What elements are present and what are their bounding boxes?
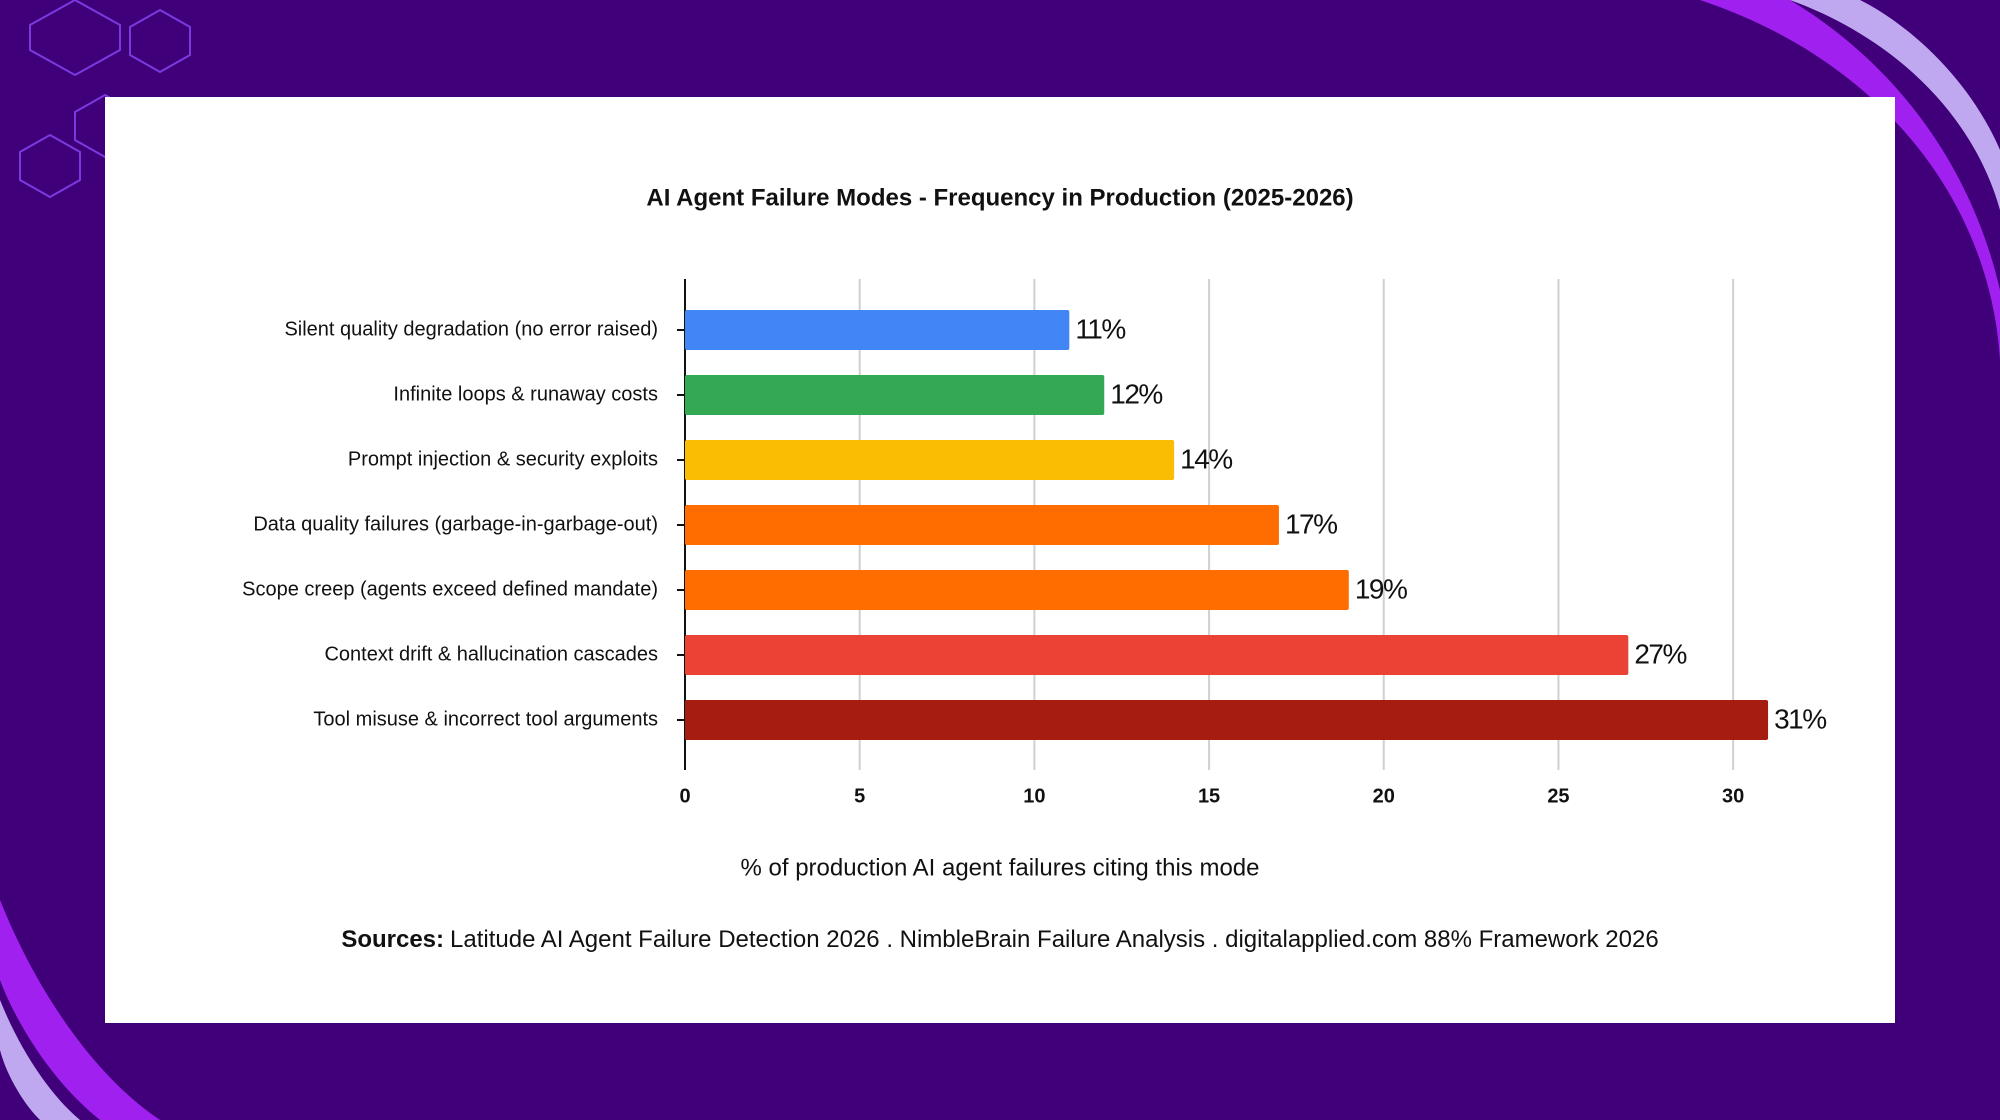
value-label: 31%: [1774, 703, 1826, 734]
card: [105, 97, 1895, 1023]
x-tick-label: 25: [1547, 785, 1569, 807]
value-label: 17%: [1285, 508, 1337, 539]
bar: [685, 310, 1070, 350]
y-tick-label: Infinite loops & runaway costs: [393, 383, 658, 405]
bar: [685, 635, 1629, 675]
bar: [685, 375, 1105, 415]
x-tick-label: 10: [1023, 785, 1045, 807]
sources-text: Latitude AI Agent Failure Detection 2026…: [450, 926, 1659, 953]
chart-title: AI Agent Failure Modes - Frequency in Pr…: [646, 184, 1353, 211]
sources-label: Sources:: [341, 926, 444, 953]
x-axis-label: % of production AI agent failures citing…: [741, 854, 1260, 881]
bar: [685, 440, 1175, 480]
y-tick-label: Scope creep (agents exceed defined manda…: [242, 578, 658, 600]
x-tick-label: 15: [1198, 785, 1220, 807]
x-tick-label: 20: [1373, 785, 1395, 807]
x-tick-label: 30: [1722, 785, 1744, 807]
value-label: 19%: [1355, 573, 1407, 604]
bar: [685, 570, 1349, 610]
value-label: 12%: [1110, 378, 1162, 409]
y-tick-label: Tool misuse & incorrect tool arguments: [313, 708, 658, 730]
value-label: 27%: [1634, 638, 1686, 669]
bar: [685, 505, 1279, 545]
bar: [685, 700, 1769, 740]
sources: Sources: Latitude AI Agent Failure Detect…: [341, 926, 1658, 953]
y-tick-label: Prompt injection & security exploits: [348, 448, 658, 470]
y-tick-label: Data quality failures (garbage-in-garbag…: [253, 513, 658, 535]
y-tick-label: Context drift & hallucination cascades: [324, 643, 658, 665]
value-label: 11%: [1075, 313, 1125, 344]
y-tick-label: Silent quality degradation (no error rai…: [284, 318, 658, 340]
x-tick-label: 5: [854, 785, 865, 807]
value-label: 14%: [1180, 443, 1232, 474]
x-tick-label: 0: [679, 785, 690, 807]
